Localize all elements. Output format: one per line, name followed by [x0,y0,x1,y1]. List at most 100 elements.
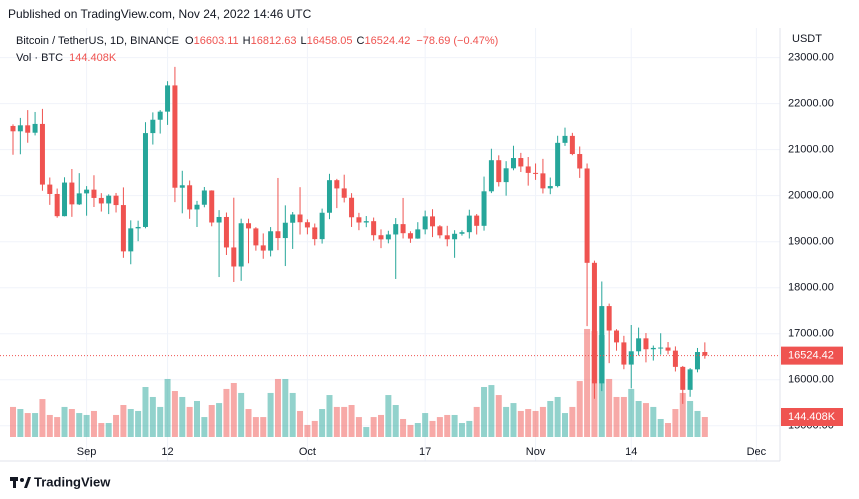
change: −78.69 (−0.47%) [416,35,498,47]
volume-bar [171,391,178,437]
volume-bar [135,410,142,437]
volume-bar [54,417,61,437]
volume-layer [10,328,708,437]
candle-body [290,214,296,223]
volume-bar [68,409,75,437]
candle-body [687,369,693,390]
candle-body [680,366,686,390]
volume-bar [620,396,627,437]
candle-body [407,233,413,239]
volume-bar [10,406,16,437]
volume-bar [701,416,708,437]
candle-body [555,142,561,187]
candle-body [606,306,612,331]
candle-body [385,234,391,240]
volume-bar [503,406,510,437]
volume-bar [76,413,83,437]
candle-body [547,186,553,189]
o-value: 16603.11 [194,35,239,47]
volume-bar [230,382,237,437]
volume-bar [370,417,377,437]
volume-bar [142,387,149,437]
volume-bar [113,414,120,437]
candle-body [503,168,509,183]
volume-bar [223,388,230,437]
volume-bar [378,414,384,437]
y-tick-label: 20000.00 [788,190,834,202]
volume-bar [613,396,620,437]
volume-bar [458,423,465,437]
candle-body [400,224,406,234]
candle-body [452,233,458,240]
volume-bar [348,405,355,437]
volume-bar [105,423,112,437]
candle-body [533,172,539,174]
volume-bar [451,414,458,437]
candle-body [187,185,193,210]
candle-body [17,125,23,132]
volume-bar [120,405,127,437]
volume-bar [488,385,495,437]
candle-body [69,182,75,205]
volume-bar [304,424,311,437]
candle-body [334,180,340,189]
volume-bar [326,395,333,437]
volume-bar [157,406,164,437]
volume-bar [83,414,90,437]
y-tick-label: 23000.00 [788,52,834,64]
x-tick-label: 12 [161,446,173,458]
candle-body [540,173,546,189]
candle-body [694,352,700,370]
candle-body [150,119,156,134]
candle-body [363,221,369,223]
c-label: C [357,35,365,47]
volume-bar [657,418,664,437]
volume-bar [584,328,591,437]
candle-body [76,193,82,205]
volume-title: Vol · BTC [16,52,63,64]
candle-body [260,245,266,251]
candle-body [510,158,516,169]
candle-body [10,125,16,132]
o-label: O [185,35,194,47]
volume-bar [98,423,105,437]
candle-body [643,338,649,350]
candle-body [135,226,141,229]
volume-bar [201,417,208,437]
volume-bar [517,410,524,437]
volume-bar [547,400,554,437]
x-tick-label: Oct [299,446,316,458]
candle-body [319,212,325,240]
candle-body [113,195,119,206]
volume-bar [32,413,39,437]
x-tick-label: Dec [747,446,767,458]
volume-bar [186,406,193,437]
volume-bar [400,418,407,437]
candle-body [621,342,627,365]
y-tick-label: 19000.00 [788,236,834,248]
candle-body [466,215,472,233]
volume-bar [679,392,686,437]
h-value: 16812.63 [251,35,297,47]
candle-body [98,197,104,204]
y-tick-label: 17000.00 [788,328,834,340]
volume-bar [444,414,451,437]
x-tick-label: 17 [419,446,431,458]
volume-bar [267,392,274,437]
last-price-label: 16524.42 [788,350,834,362]
volume-bar [539,406,546,437]
volume-bar [363,427,370,437]
candle-body [577,154,583,169]
volume-bar [562,413,568,437]
volume-bar [333,406,340,437]
volume-bar [179,396,186,437]
y-tick-label: 21000.00 [788,144,834,156]
volume-bar [260,417,267,437]
candle-body [628,351,634,365]
volume-bar [495,395,502,437]
candle-body [157,111,163,120]
volume-bar [208,405,215,437]
candle-body [128,228,134,252]
y-axis-title: USDT [792,33,822,45]
candle-body [422,216,428,230]
